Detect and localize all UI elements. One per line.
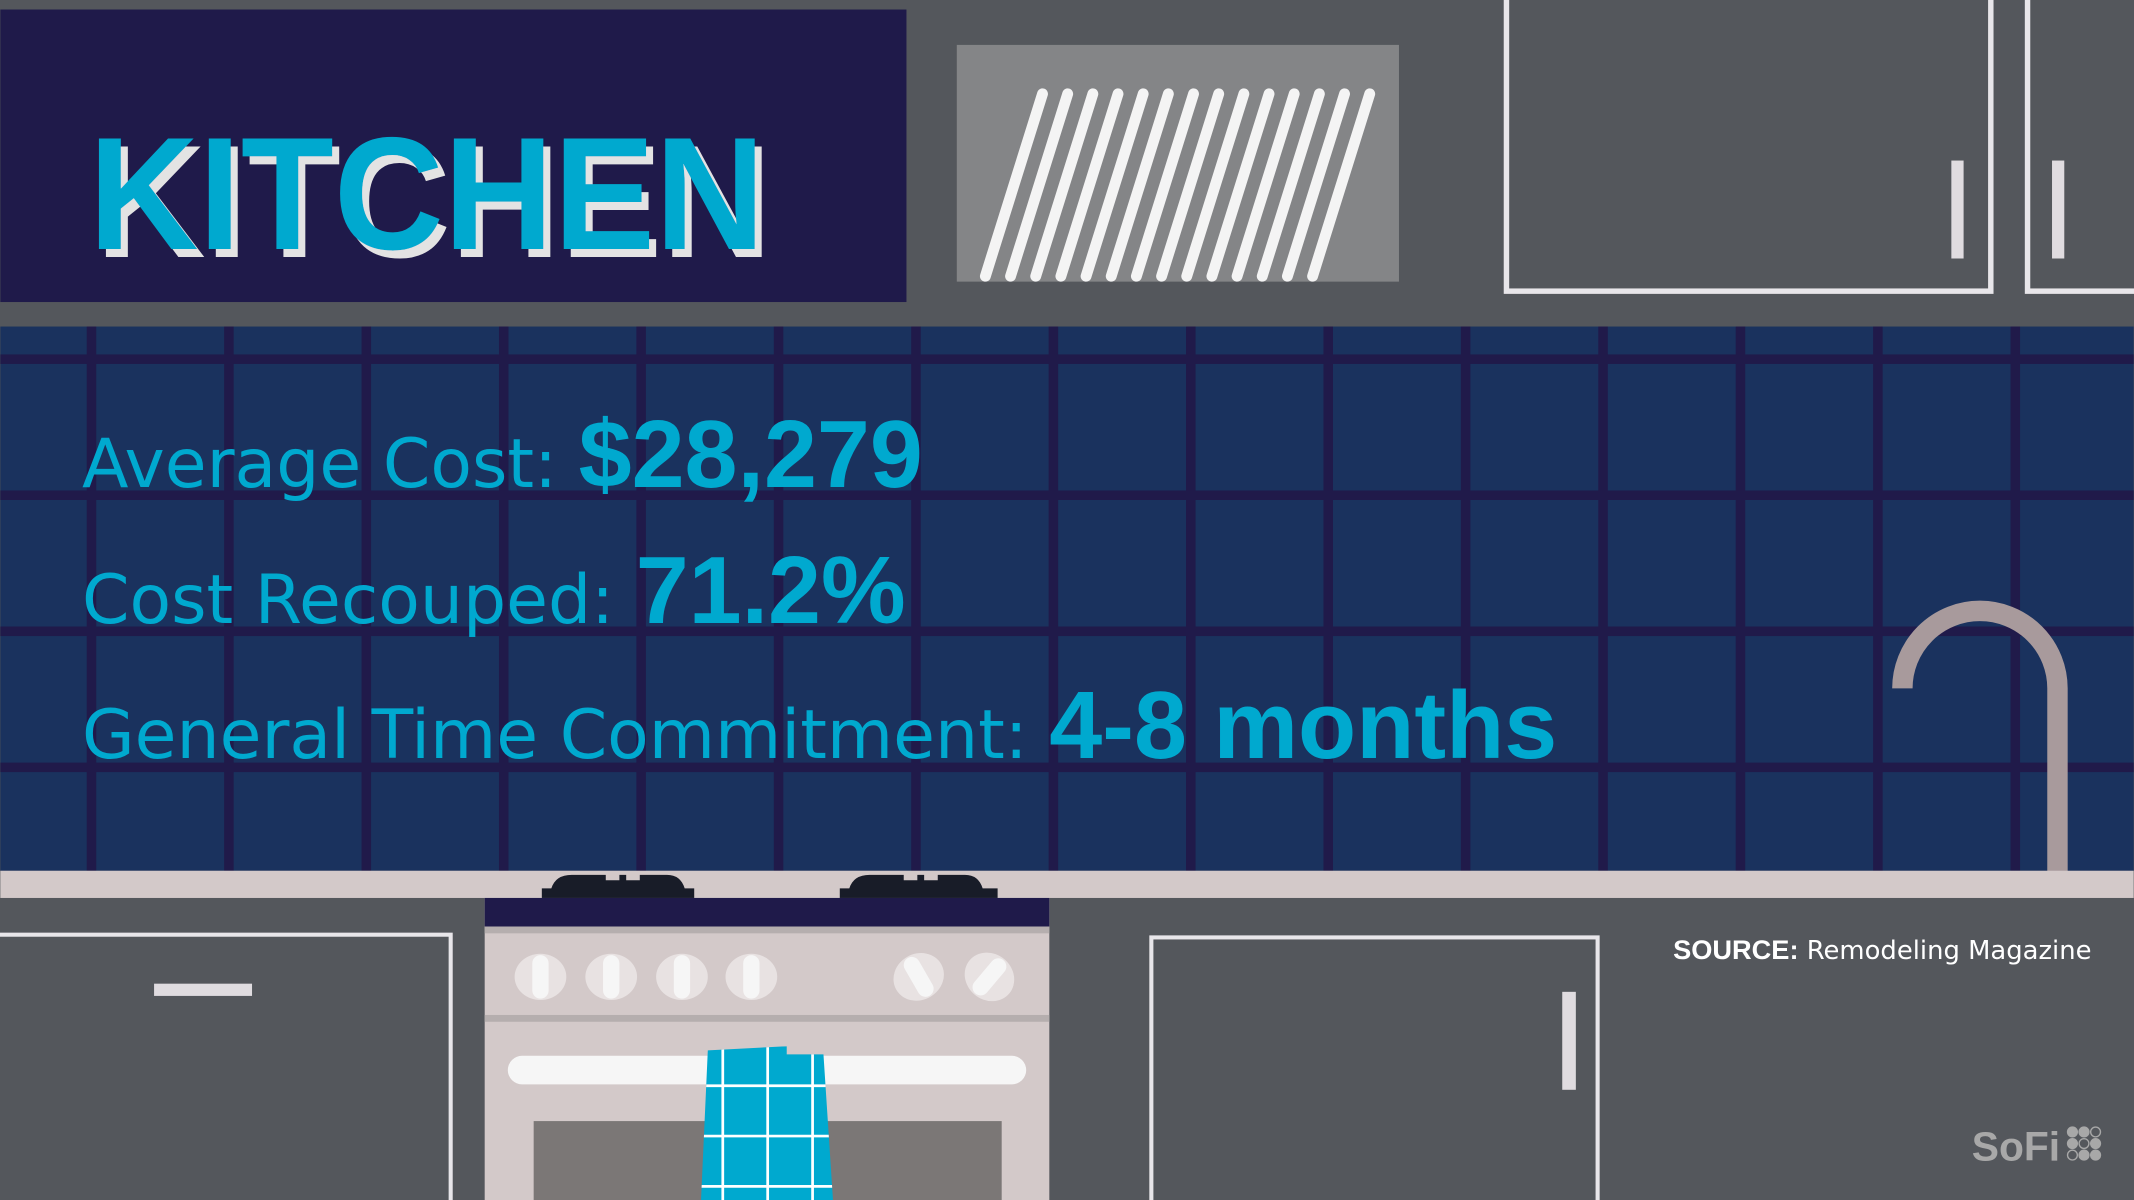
dish-towel (701, 1046, 833, 1200)
stat-time-commitment: General Time Commitment: 4-8 months (82, 673, 1557, 779)
cabinet-handle (2052, 160, 2065, 259)
grout-line (0, 490, 2134, 500)
sofi-logo-text: SoFi (1972, 1124, 2060, 1170)
grout-line (911, 326, 921, 871)
logo-dot (2078, 1126, 2090, 1138)
sofi-logo: SoFi (1972, 1124, 2102, 1170)
vent-stripe (1181, 88, 1250, 282)
cabinet-handle (1562, 991, 1576, 1090)
grout-line (636, 326, 646, 871)
grout-line (1873, 326, 1883, 871)
grout-line (498, 326, 509, 871)
grout-line (2010, 326, 2021, 871)
vent-stripe (1130, 88, 1199, 282)
vent-stripe (1206, 88, 1275, 282)
upper-cabinet (1503, 0, 2134, 294)
cabinet-handle (1951, 160, 1964, 259)
burner-grate (541, 874, 695, 898)
logo-dot (2089, 1149, 2102, 1161)
vent-stripe (1231, 88, 1300, 282)
grout-line (1598, 326, 1608, 871)
lower-cabinet-left (0, 932, 453, 1200)
grout-line (1048, 326, 1059, 871)
grout-line (773, 326, 784, 871)
tile-wall (0, 326, 2134, 871)
stove-knob (893, 953, 944, 1001)
grout-line (1186, 326, 1196, 871)
vent-stripe (1281, 88, 1350, 282)
stove-knob (514, 953, 567, 1000)
vent-stripe (1005, 88, 1074, 282)
range-hood-vent (956, 44, 1399, 282)
grout-line (224, 326, 234, 871)
burner-grate (839, 874, 998, 898)
grout-line (0, 626, 2134, 637)
grout-line (1323, 326, 1333, 871)
lower-cabinet-right (1149, 935, 1600, 1200)
logo-dot (2066, 1126, 2079, 1138)
stovetop (484, 897, 1050, 927)
grout-line (361, 326, 372, 871)
stat-average-cost: Average Cost: $28,279 (82, 402, 923, 508)
faucet (1892, 600, 2068, 874)
countertop (0, 870, 2134, 898)
vent-stripe (979, 88, 1048, 282)
drawer-handle (154, 983, 253, 996)
stove (484, 874, 1050, 1200)
logo-dot (2089, 1137, 2102, 1150)
grout-line (1460, 326, 1471, 871)
logo-dot (2078, 1137, 2090, 1150)
grout-line (1735, 326, 1746, 871)
grout-line (0, 762, 2134, 773)
stove-knob (585, 953, 638, 1000)
logo-dot (2066, 1149, 2079, 1161)
stove-knob (964, 952, 1015, 1002)
title-panel (0, 9, 907, 303)
vent-stripe (1256, 88, 1325, 282)
logo-dot (2078, 1149, 2090, 1161)
stat-cost-recouped: Cost Recouped: 71.2% (82, 538, 906, 644)
vent-stripe (1055, 88, 1124, 282)
vent-stripe (1105, 88, 1174, 282)
grout-line (0, 354, 2134, 364)
vent-stripe (1080, 88, 1149, 282)
source-credit: SOURCE: Remodeling Magazine (1673, 934, 2091, 966)
vent-stripe (1156, 88, 1225, 282)
vent-stripe (1030, 88, 1099, 282)
vent-stripe (1307, 88, 1376, 282)
stove-knob (725, 953, 778, 1000)
logo-dot (2089, 1126, 2102, 1138)
stove-knob (656, 953, 708, 1000)
grout-line (86, 326, 97, 871)
logo-dot (2066, 1137, 2079, 1150)
page-title: KITCHEN (89, 105, 765, 284)
